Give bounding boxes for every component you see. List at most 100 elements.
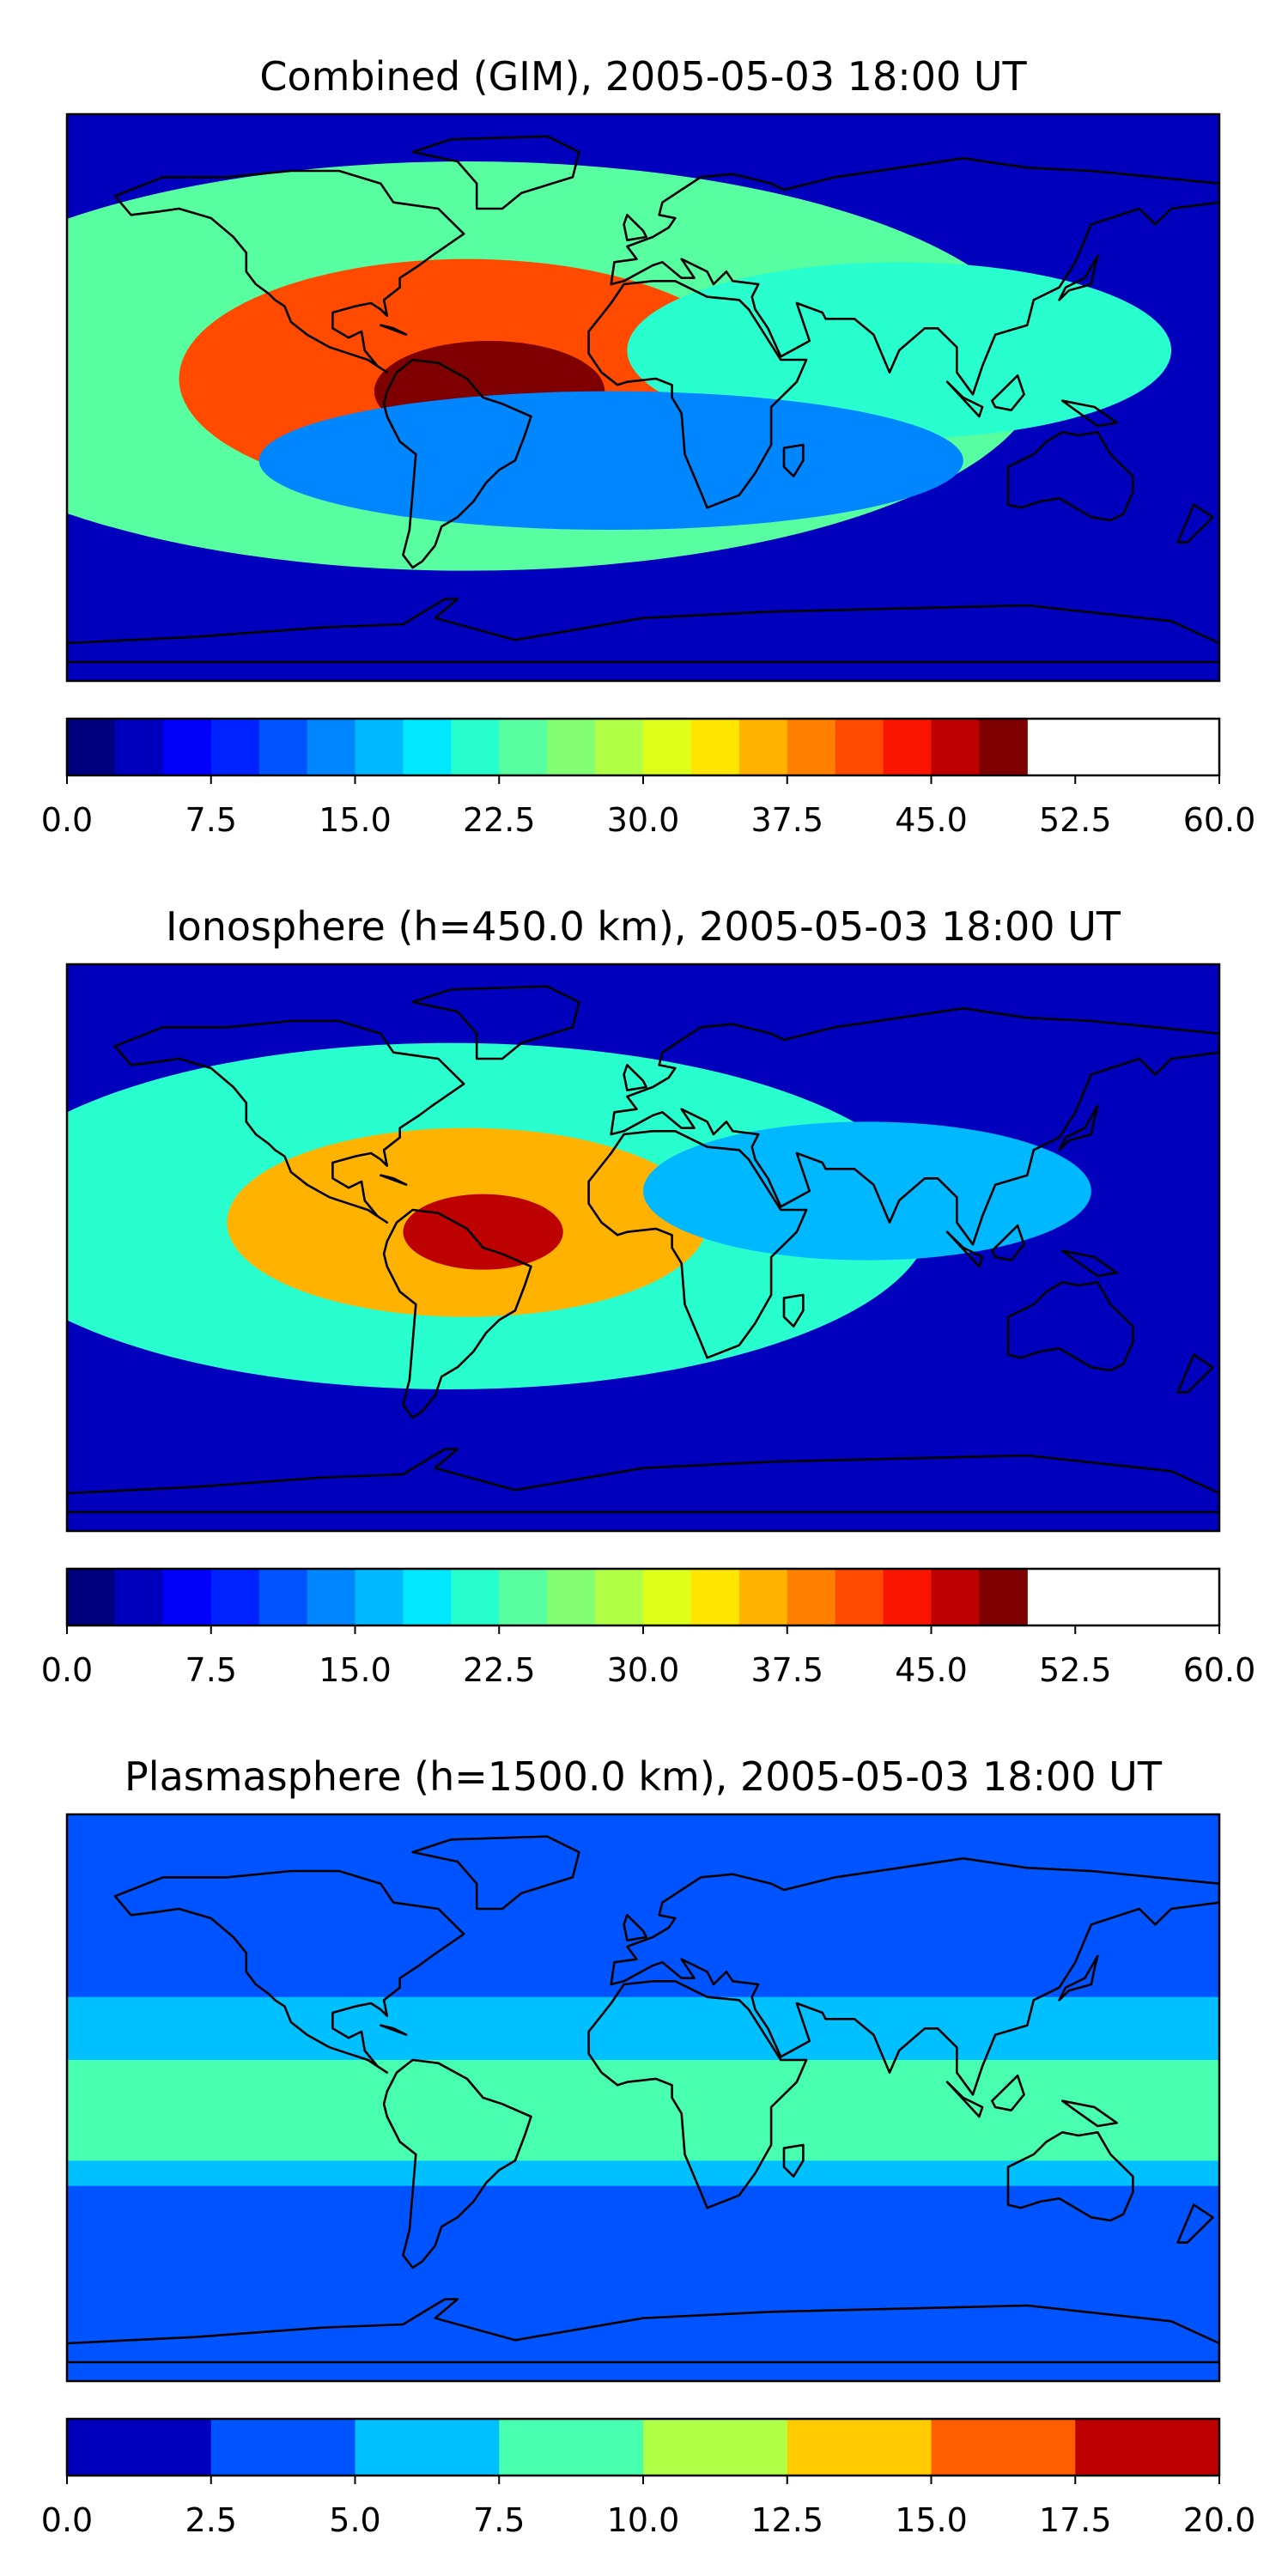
map-frame: [65, 1813, 1221, 2383]
chart-title-1: Combined (GIM), 2005-05-03 18:00 UT: [259, 53, 1027, 100]
coastline: [1176, 2203, 1214, 2244]
coastline: [411, 135, 580, 210]
colorbar-tick-label: 15.0: [319, 1651, 392, 1689]
coastline: [1061, 2099, 1118, 2128]
coastline: [1176, 1353, 1214, 1394]
coastline: [1061, 399, 1118, 428]
colorbar-segment: [210, 1569, 260, 1625]
colorbar-segment: [307, 719, 355, 775]
coastline: [587, 280, 808, 509]
colorbar-tick-label: 45.0: [895, 801, 968, 839]
coastline: [945, 2081, 984, 2118]
colorbar-segment: [307, 1569, 355, 1625]
coastline: [67, 1448, 1219, 1514]
coastline: [1006, 431, 1134, 522]
colorbar-segment: [114, 1569, 164, 1625]
colorbar-segment: [979, 719, 1028, 775]
colorbar-segment: [787, 719, 836, 775]
coastline: [1058, 1104, 1099, 1151]
colorbar-segment: [690, 1569, 740, 1625]
coastline: [587, 1130, 808, 1359]
coastline: [991, 2075, 1025, 2111]
colorbar-tick-label: 10.0: [607, 2501, 680, 2539]
coastline: [113, 1869, 465, 2074]
colorbar-segment: [499, 1569, 548, 1625]
coastline: [382, 358, 532, 569]
colorbar-segment: [547, 719, 596, 775]
colorbar-segment: [403, 1569, 452, 1625]
colorbar-tick-label: 52.5: [1039, 1651, 1112, 1689]
colorbar-tick-label: 37.5: [750, 801, 823, 839]
coastline: [382, 2058, 532, 2269]
coastline: [67, 2298, 1219, 2364]
colorbar-tick-label: 52.5: [1039, 801, 1112, 839]
colorbar-tick-label: 45.0: [895, 1651, 968, 1689]
colorbar-tick-label: 60.0: [1183, 801, 1256, 839]
colorbar-segment: [499, 2419, 644, 2476]
colorbar-segment: [258, 1569, 308, 1625]
colorbar-segment: [931, 1569, 980, 1625]
colorbar-segment: [210, 2419, 355, 2476]
colorbar-segment: [403, 719, 452, 775]
colorbar-segment: [931, 2419, 1076, 2476]
chart-title-3: Plasmasphere (h=1500.0 km), 2005-05-03 1…: [125, 1753, 1163, 1800]
colorbar-3: 0.0 2.5 5.0 7.5 10.0 12.5 15.0 17.5 20.0: [41, 2417, 1255, 2539]
coastline: [945, 380, 984, 418]
colorbar-segment: [258, 719, 308, 775]
colorbar-segment: [1075, 2419, 1220, 2476]
coastline: [380, 1174, 408, 1186]
coastline: [782, 443, 805, 477]
colorbar-segment: [690, 719, 740, 775]
map-panel-3: [67, 1814, 1219, 2381]
colorbar-tick-label: 22.5: [463, 1651, 536, 1689]
colorbar-segment: [738, 1569, 788, 1625]
colorbar-tick-label: 0.0: [41, 1651, 93, 1689]
coastline: [1058, 254, 1099, 301]
colorbar-tick-label: 7.5: [185, 1651, 237, 1689]
map-panel-1: [67, 114, 1219, 681]
field-band-3: [67, 2060, 1219, 2161]
colorbar-segment: [643, 719, 692, 775]
coastline: [382, 1208, 532, 1419]
colorbar-segment: [643, 1569, 692, 1625]
colorbar-segment: [835, 719, 884, 775]
coastline: [67, 598, 1219, 664]
coastline: [945, 1230, 984, 1268]
colorbar-tick-label: 15.0: [895, 2501, 968, 2539]
coastline: [1058, 1954, 1099, 2002]
colorbar-tick-label: 37.5: [750, 1651, 823, 1689]
field-contour-4: [643, 1121, 1091, 1261]
colorbar-segment: [931, 719, 980, 775]
coastline: [991, 374, 1025, 411]
coastline: [380, 2024, 408, 2036]
colorbar-segment: [355, 1569, 404, 1625]
coastline: [1006, 1281, 1134, 1372]
colorbar-tick-label: 0.0: [41, 2501, 93, 2539]
colorbar-segment: [595, 719, 644, 775]
coastline: [411, 985, 580, 1060]
colorbar-segment: [979, 1569, 1028, 1625]
colorbar-segment: [787, 1569, 836, 1625]
colorbar-tick-label: 7.5: [185, 801, 237, 839]
coastline: [623, 1914, 647, 1941]
colorbar-tick-label: 7.5: [473, 2501, 525, 2539]
colorbar-tick-label: 12.5: [750, 2501, 823, 2539]
colorbar-1: 0.0 7.5 15.0 22.5 30.0 37.5 45.0 52.5 60.0: [41, 717, 1256, 839]
colorbar-2: 0.0 7.5 15.0 22.5 30.0 37.5 45.0 52.5 60.0: [41, 1567, 1256, 1689]
coastline: [991, 1224, 1025, 1261]
colorbar-tick-label: 60.0: [1183, 1651, 1256, 1689]
coastline: [782, 2143, 805, 2178]
colorbar-segment: [883, 719, 932, 775]
colorbar-segment: [114, 719, 164, 775]
coastline: [1006, 2131, 1134, 2222]
coastline: [1176, 503, 1214, 544]
colorbar-segment: [162, 1569, 212, 1625]
map-panel-2: [67, 964, 1219, 1531]
colorbar-segment: [162, 719, 212, 775]
colorbar-segment: [67, 1569, 116, 1625]
chart-title-2: Ionosphere (h=450.0 km), 2005-05-03 18:0…: [166, 903, 1121, 950]
coastline: [623, 1064, 647, 1091]
colorbar-tick-label: 5.0: [329, 2501, 380, 2539]
coastline: [113, 169, 465, 374]
